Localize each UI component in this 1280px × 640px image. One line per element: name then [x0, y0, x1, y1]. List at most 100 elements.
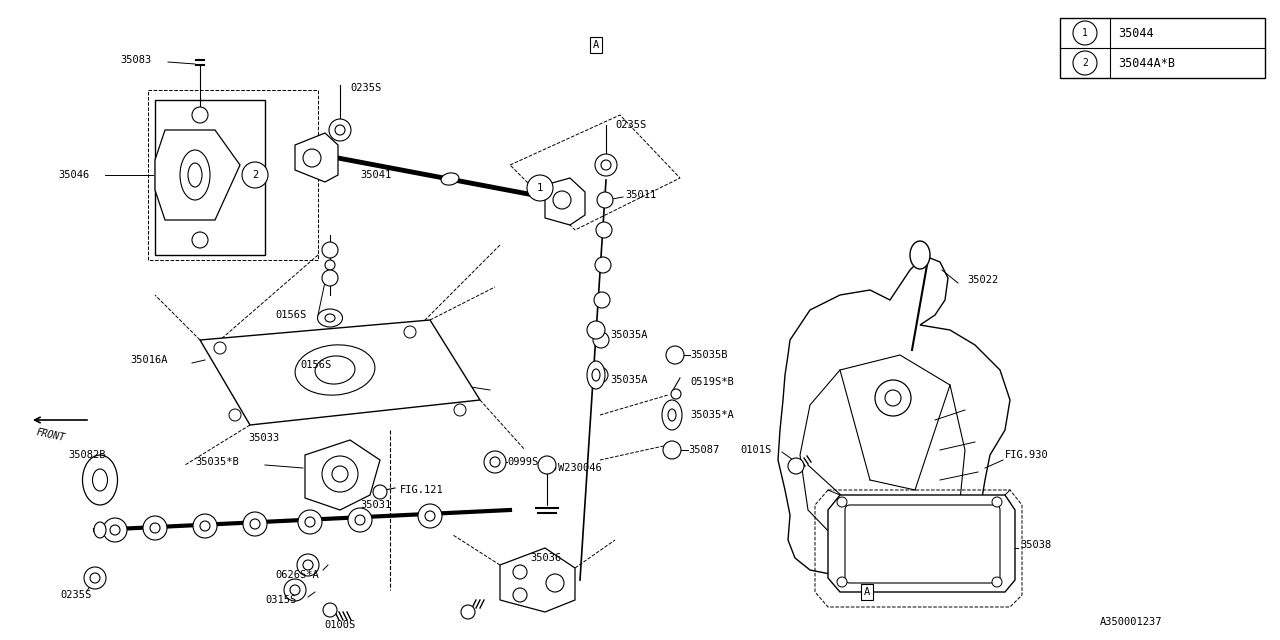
Text: 0235S: 0235S [349, 83, 381, 93]
Polygon shape [828, 495, 1015, 592]
Circle shape [595, 257, 611, 273]
Circle shape [193, 514, 218, 538]
Ellipse shape [668, 409, 676, 421]
Text: 35035A: 35035A [611, 330, 648, 340]
Text: A: A [864, 587, 870, 597]
Text: 0315S: 0315S [265, 595, 296, 605]
Text: 35035*B: 35035*B [195, 457, 239, 467]
Circle shape [425, 511, 435, 521]
Circle shape [663, 441, 681, 459]
Circle shape [243, 512, 268, 536]
Circle shape [284, 579, 306, 601]
Circle shape [355, 515, 365, 525]
Ellipse shape [296, 345, 375, 395]
Circle shape [192, 107, 209, 123]
Text: 0101S: 0101S [740, 445, 772, 455]
Circle shape [992, 497, 1002, 507]
Circle shape [303, 560, 314, 570]
Circle shape [588, 321, 605, 339]
Circle shape [461, 605, 475, 619]
Circle shape [90, 573, 100, 583]
Circle shape [329, 119, 351, 141]
Circle shape [192, 232, 209, 248]
Polygon shape [155, 130, 241, 220]
Circle shape [666, 346, 684, 364]
Circle shape [110, 525, 120, 535]
Ellipse shape [93, 522, 106, 538]
Circle shape [484, 451, 506, 473]
Circle shape [150, 523, 160, 533]
Text: 35083: 35083 [120, 55, 151, 65]
Circle shape [335, 125, 346, 135]
Text: 35046: 35046 [58, 170, 90, 180]
Circle shape [214, 342, 227, 354]
Ellipse shape [593, 369, 600, 381]
Circle shape [323, 270, 338, 286]
Circle shape [553, 191, 571, 209]
Text: 35011: 35011 [625, 190, 657, 200]
Text: W230046: W230046 [558, 463, 602, 473]
Circle shape [527, 175, 553, 201]
Text: 35036: 35036 [530, 553, 561, 563]
Circle shape [84, 567, 106, 589]
Circle shape [323, 603, 337, 617]
Text: 0100S: 0100S [324, 620, 356, 630]
Text: 35044: 35044 [1117, 26, 1153, 40]
Circle shape [297, 554, 319, 576]
Circle shape [372, 485, 387, 499]
Circle shape [348, 508, 372, 532]
Circle shape [303, 149, 321, 167]
Text: 35035*A: 35035*A [690, 410, 733, 420]
Ellipse shape [92, 469, 108, 491]
Circle shape [325, 260, 335, 270]
Circle shape [143, 516, 166, 540]
Circle shape [242, 162, 268, 188]
Circle shape [596, 192, 613, 208]
Circle shape [454, 404, 466, 416]
Circle shape [594, 292, 611, 308]
Circle shape [876, 380, 911, 416]
Circle shape [419, 504, 442, 528]
Text: 35041: 35041 [360, 170, 392, 180]
Text: 0999S: 0999S [507, 457, 539, 467]
Text: 0156S: 0156S [300, 360, 332, 370]
Text: 35044A*B: 35044A*B [1117, 56, 1175, 70]
Polygon shape [200, 320, 480, 425]
Circle shape [837, 497, 847, 507]
Text: 1: 1 [1082, 28, 1088, 38]
Bar [1060, 18, 1265, 78]
Circle shape [200, 521, 210, 531]
Circle shape [837, 577, 847, 587]
Circle shape [547, 574, 564, 592]
Text: 35087: 35087 [689, 445, 719, 455]
Circle shape [992, 577, 1002, 587]
Text: A: A [593, 40, 599, 50]
Text: A350001237: A350001237 [1100, 617, 1162, 627]
Circle shape [298, 510, 323, 534]
Circle shape [305, 517, 315, 527]
Ellipse shape [188, 163, 202, 187]
Text: 0235S: 0235S [614, 120, 646, 130]
Ellipse shape [315, 356, 355, 384]
Text: 35035B: 35035B [690, 350, 727, 360]
Circle shape [513, 565, 527, 579]
Text: 35082B: 35082B [68, 450, 105, 460]
Text: 0626S*A: 0626S*A [275, 570, 319, 580]
Text: 35016A: 35016A [131, 355, 168, 365]
Circle shape [323, 456, 358, 492]
Circle shape [291, 585, 300, 595]
Circle shape [1073, 51, 1097, 75]
Text: 35035A: 35035A [611, 375, 648, 385]
Circle shape [884, 390, 901, 406]
Circle shape [593, 332, 609, 348]
Text: FIG.930: FIG.930 [1005, 450, 1048, 460]
Ellipse shape [82, 455, 118, 505]
Text: 0235S: 0235S [60, 590, 91, 600]
Circle shape [788, 458, 804, 474]
Text: 35031: 35031 [360, 500, 392, 510]
Text: 2: 2 [252, 170, 259, 180]
Text: 35022: 35022 [966, 275, 998, 285]
Text: 0519S*B: 0519S*B [690, 377, 733, 387]
Ellipse shape [910, 241, 931, 269]
Polygon shape [294, 133, 338, 182]
